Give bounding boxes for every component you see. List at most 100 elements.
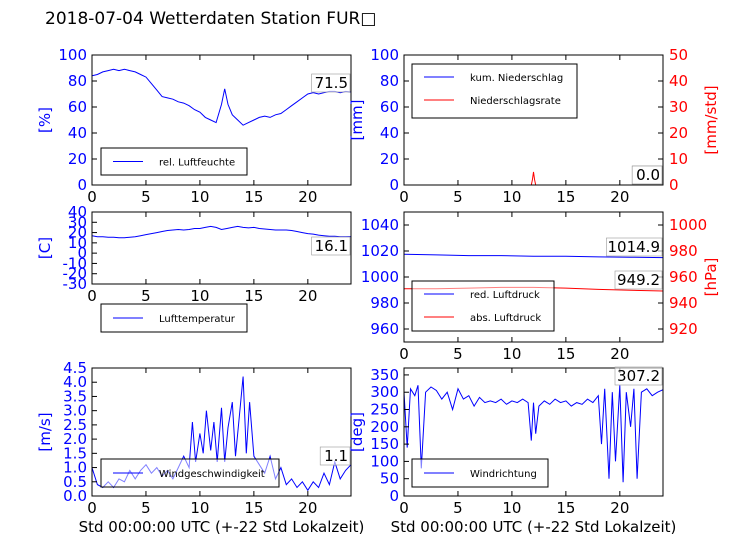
y-axis-label: [C]	[36, 237, 54, 259]
chart-wind_speed: 0 5 10 15 20 0.00.51.01.52.02.53.03.54.04.5 [m…	[36, 359, 364, 536]
y-axis-label: [%]	[36, 107, 54, 133]
x-tick-label: 0	[399, 499, 409, 517]
axes-frame	[91, 367, 352, 497]
y-tick-label: 2.5	[63, 416, 87, 434]
x-tick-label: 10	[502, 188, 521, 206]
y-tick-label: 960	[370, 320, 399, 338]
y-tick-label: 0	[77, 176, 87, 194]
y-tick-label: 0.0	[63, 487, 87, 505]
legend-label: kum. Niederschlag	[470, 73, 563, 84]
x-tick-label: 5	[453, 188, 463, 206]
axes-frame	[403, 54, 664, 186]
figure-title: 2018-07-04 Wetterdaten Station FUR□	[45, 9, 377, 29]
y2-tick-label: 920	[669, 320, 698, 338]
value-label: 1014.9	[608, 238, 661, 256]
x-tick-label: 20	[610, 188, 629, 206]
value-label-box	[311, 73, 351, 93]
y-axis-label: [mm]	[348, 100, 366, 141]
x-tick-label: 20	[610, 499, 629, 517]
x-axis-label: Std 00:00:00 UTC (+-22 Std Lokalzeit)	[391, 518, 677, 536]
x-tick-label: 20	[298, 499, 317, 517]
x-tick-label: 15	[556, 499, 575, 517]
legend-label: Lufttemperatur	[159, 314, 236, 325]
y-tick-label: 2.0	[63, 430, 87, 448]
x-tick-label: 10	[190, 287, 209, 305]
y-tick-label: 40	[68, 203, 87, 221]
value-label-box	[614, 270, 663, 290]
y2-tick-label: 940	[669, 294, 698, 312]
y2-tick-label: 10	[669, 150, 688, 168]
value-label-box	[631, 165, 663, 185]
value-label: 949.2	[617, 271, 660, 289]
y-tick-label: 30	[68, 213, 87, 231]
x-tick-label: 5	[453, 345, 463, 363]
y-tick-label: 60	[380, 98, 399, 116]
y-tick-label: 0	[389, 176, 399, 194]
y-tick-label: 4.0	[63, 373, 87, 391]
chart-pressure: 0 5 10 15 20 960 980 1000 1020 1040 920 940 960 980 10…	[361, 211, 720, 363]
x-tick-label: 15	[244, 188, 263, 206]
y-tick-label: 0.5	[63, 473, 87, 491]
y2-tick-label: 1000	[669, 216, 707, 234]
y-tick-label: 20	[380, 150, 399, 168]
axes-frame	[403, 367, 664, 497]
y-tick-label: 60	[68, 98, 87, 116]
value-label: 1.1	[324, 447, 348, 465]
value-label: 71.5	[315, 74, 348, 92]
series-line-temperature-0	[92, 225, 351, 239]
x-tick-label: 15	[244, 499, 263, 517]
y-tick-label: -30	[63, 275, 88, 293]
legend-label: Niederschlagsrate	[470, 96, 561, 107]
x-tick-label: 0	[87, 287, 97, 305]
x-tick-label: 20	[298, 287, 317, 305]
x-tick-label: 10	[190, 499, 209, 517]
y-tick-label: 3.0	[63, 402, 87, 420]
y-tick-label: 40	[68, 124, 87, 142]
y2-axis-label: [mm/std]	[702, 85, 720, 154]
y-tick-label: 100	[58, 46, 87, 64]
value-label-box	[311, 236, 351, 256]
y-tick-label: 250	[370, 401, 399, 419]
y-tick-label: 980	[370, 294, 399, 312]
series-line-pressure-0	[404, 253, 663, 259]
y2-tick-label: 960	[669, 268, 698, 286]
x-tick-label: 5	[141, 287, 151, 305]
x-tick-label: 5	[141, 188, 151, 206]
x-tick-label: 5	[453, 499, 463, 517]
value-label: 0.0	[636, 166, 660, 184]
y2-tick-label: 20	[669, 124, 688, 142]
chart-humidity: 0 5 10 15 20 0 20 40 60 80 100 [%] rel. Luftfeuchte 7…	[36, 46, 352, 206]
x-tick-label: 0	[87, 188, 97, 206]
y-tick-label: 80	[68, 72, 87, 90]
x-tick-label: 0	[399, 188, 409, 206]
y2-tick-label: 40	[669, 72, 688, 90]
x-tick-label: 0	[87, 499, 97, 517]
x-tick-label: 10	[190, 188, 209, 206]
y-tick-label: 20	[68, 150, 87, 168]
y-tick-label: 1020	[361, 242, 399, 260]
value-label: 307.2	[617, 367, 660, 385]
y-axis-label: [m/s]	[36, 412, 54, 451]
value-label-box	[614, 366, 663, 386]
y-tick-label: 1040	[361, 216, 399, 234]
x-tick-label: 5	[141, 499, 151, 517]
legend-label: abs. Luftdruck	[470, 313, 541, 324]
y-tick-label: 4.5	[63, 359, 87, 377]
y2-tick-label: 980	[669, 242, 698, 260]
y-tick-label: 50	[380, 470, 399, 488]
chart-precip: 0 5 10 15 20 0 20 40 60 80 100 0 10 20 30 40 50 [mm] [mm/s…	[348, 46, 720, 206]
x-axis-label: Std 00:00:00 UTC (+-22 Std Lokalzeit)	[79, 518, 365, 536]
y-tick-label: 100	[370, 452, 399, 470]
x-tick-label: 20	[610, 345, 629, 363]
y2-axis-label: [hPa]	[702, 258, 720, 297]
x-tick-label: 0	[399, 345, 409, 363]
y-tick-label: 3.5	[63, 387, 87, 405]
legend-box	[411, 280, 555, 332]
series-line-precip-1	[404, 171, 663, 185]
y-tick-label: 200	[370, 418, 399, 436]
legend-label: rel. Luftfeuchte	[159, 158, 235, 169]
x-tick-label: 10	[502, 345, 521, 363]
